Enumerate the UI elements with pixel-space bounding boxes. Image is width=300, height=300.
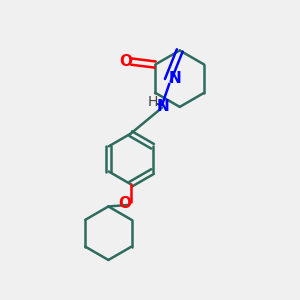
Text: N: N <box>169 71 182 86</box>
Text: O: O <box>119 54 132 69</box>
Text: H: H <box>148 95 158 110</box>
Text: O: O <box>118 196 131 211</box>
Text: N: N <box>157 99 170 114</box>
